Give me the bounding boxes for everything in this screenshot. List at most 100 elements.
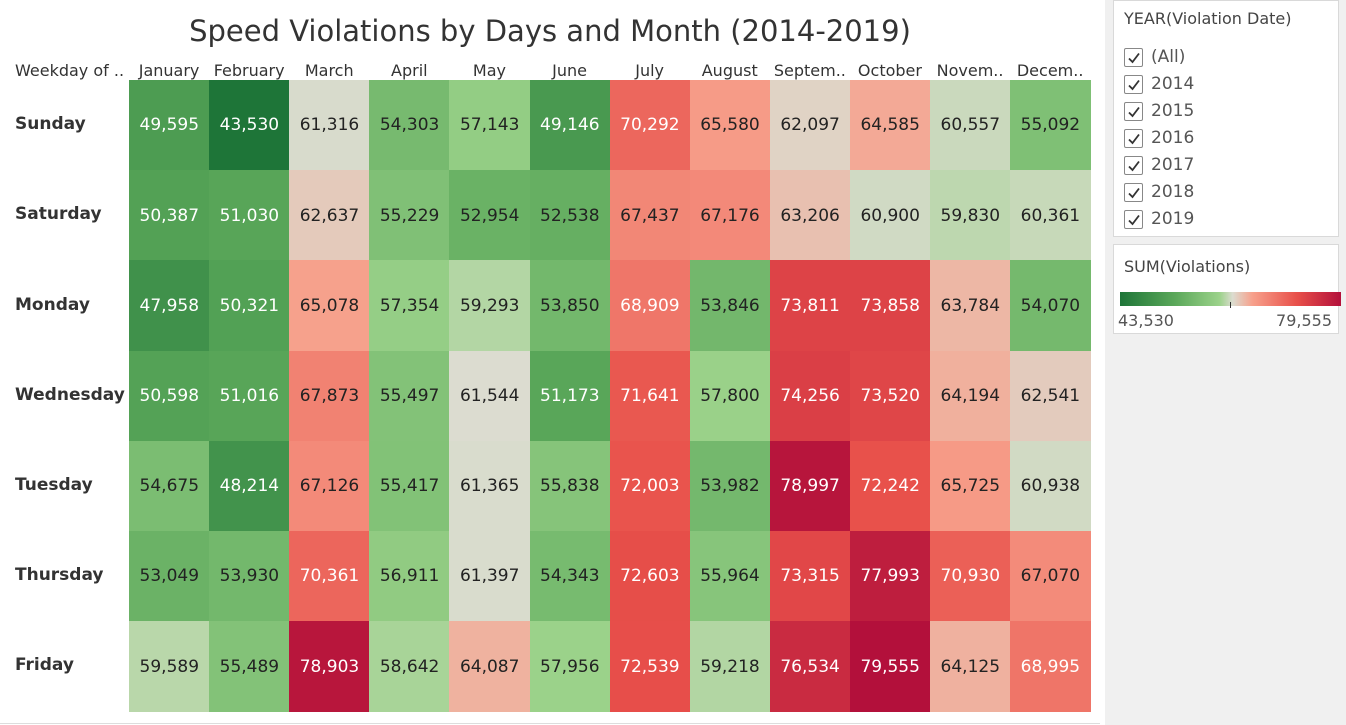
- heatmap-cell[interactable]: 50,321: [209, 260, 290, 352]
- heatmap-cell[interactable]: 47,958: [129, 260, 210, 352]
- heatmap-cell[interactable]: 53,049: [129, 531, 210, 622]
- heatmap-cell[interactable]: 49,595: [129, 80, 210, 171]
- heatmap-cell[interactable]: 54,070: [1010, 260, 1091, 352]
- heatmap-cell[interactable]: 78,997: [769, 440, 851, 532]
- heatmap-cell[interactable]: 65,725: [930, 440, 1011, 532]
- heatmap-cell[interactable]: 54,343: [529, 531, 611, 622]
- heatmap-cell[interactable]: 60,361: [1010, 170, 1091, 261]
- heatmap-cell[interactable]: 55,489: [209, 621, 290, 712]
- heatmap-cell[interactable]: 57,800: [689, 350, 771, 442]
- heatmap-cell[interactable]: 67,126: [289, 440, 370, 532]
- heatmap-cell[interactable]: 53,846: [689, 260, 771, 352]
- filter-item[interactable]: 2015: [1124, 100, 1194, 122]
- heatmap-cell[interactable]: 57,956: [529, 621, 611, 712]
- heatmap-cell[interactable]: 61,365: [449, 440, 530, 532]
- heatmap-cell[interactable]: 73,315: [769, 531, 851, 622]
- heatmap-cell[interactable]: 51,016: [209, 350, 290, 442]
- heatmap-cell[interactable]: 57,143: [449, 80, 530, 171]
- checkbox-icon[interactable]: [1124, 155, 1143, 175]
- heatmap-cell[interactable]: 72,603: [609, 531, 691, 622]
- heatmap-cell[interactable]: 70,361: [289, 531, 370, 622]
- heatmap-cell[interactable]: 60,557: [930, 80, 1011, 171]
- checkbox-icon[interactable]: [1124, 101, 1143, 121]
- heatmap-cell[interactable]: 54,675: [129, 440, 210, 532]
- checkbox-icon[interactable]: [1124, 47, 1143, 67]
- heatmap-cell[interactable]: 55,417: [369, 440, 450, 532]
- heatmap-cell[interactable]: 50,387: [129, 170, 210, 261]
- heatmap-cell[interactable]: 73,520: [849, 350, 931, 442]
- checkbox-icon[interactable]: [1124, 74, 1143, 94]
- heatmap-cell[interactable]: 59,218: [689, 621, 771, 712]
- filter-item[interactable]: 2018: [1124, 181, 1194, 203]
- heatmap-cell[interactable]: 64,585: [849, 80, 931, 171]
- heatmap-cell[interactable]: 61,544: [449, 350, 530, 442]
- heatmap-cell[interactable]: 64,125: [930, 621, 1011, 712]
- heatmap-cell[interactable]: 50,598: [129, 350, 210, 442]
- heatmap-cell[interactable]: 52,538: [529, 170, 611, 261]
- heatmap-cell[interactable]: 76,534: [769, 621, 851, 712]
- heatmap-cell[interactable]: 51,030: [209, 170, 290, 261]
- heatmap-cell[interactable]: 68,995: [1010, 621, 1091, 712]
- heatmap-cell[interactable]: 65,078: [289, 260, 370, 352]
- heatmap-cell[interactable]: 78,903: [289, 621, 370, 712]
- checkbox-icon[interactable]: [1124, 128, 1143, 148]
- heatmap-cell[interactable]: 62,541: [1010, 350, 1091, 442]
- heatmap-cell[interactable]: 67,873: [289, 350, 370, 442]
- heatmap-cell[interactable]: 67,070: [1010, 531, 1091, 622]
- heatmap-area: Speed Violations by Days and Month (2014…: [0, 14, 1100, 724]
- heatmap-cell[interactable]: 72,242: [849, 440, 931, 532]
- heatmap-cell[interactable]: 74,256: [769, 350, 851, 442]
- heatmap-cell[interactable]: 73,858: [849, 260, 931, 352]
- heatmap-cell[interactable]: 55,964: [689, 531, 771, 622]
- heatmap-cell[interactable]: 59,589: [129, 621, 210, 712]
- heatmap-cell[interactable]: 70,930: [930, 531, 1011, 622]
- heatmap-cell[interactable]: 57,354: [369, 260, 450, 352]
- heatmap-cell[interactable]: 59,293: [449, 260, 530, 352]
- heatmap-cell[interactable]: 55,497: [369, 350, 450, 442]
- heatmap-cell[interactable]: 71,641: [609, 350, 691, 442]
- heatmap-cell[interactable]: 61,397: [449, 531, 530, 622]
- heatmap-cell[interactable]: 62,097: [769, 80, 851, 171]
- heatmap-cell[interactable]: 52,954: [449, 170, 530, 261]
- heatmap-cell[interactable]: 53,982: [689, 440, 771, 532]
- heatmap-cell[interactable]: 65,580: [689, 80, 771, 171]
- heatmap-cell[interactable]: 54,303: [369, 80, 450, 171]
- heatmap-cell[interactable]: 61,316: [289, 80, 370, 171]
- filter-item[interactable]: 2017: [1124, 154, 1194, 176]
- heatmap-cell[interactable]: 67,176: [689, 170, 771, 261]
- heatmap-cell[interactable]: 55,838: [529, 440, 611, 532]
- heatmap-cell[interactable]: 73,811: [769, 260, 851, 352]
- heatmap-cell[interactable]: 56,911: [369, 531, 450, 622]
- filter-item[interactable]: 2019: [1124, 208, 1194, 230]
- heatmap-cell[interactable]: 53,850: [529, 260, 611, 352]
- checkbox-icon[interactable]: [1124, 209, 1143, 229]
- heatmap-cell[interactable]: 64,087: [449, 621, 530, 712]
- heatmap-cell[interactable]: 72,539: [609, 621, 691, 712]
- heatmap-cell[interactable]: 51,173: [529, 350, 611, 442]
- filter-item[interactable]: 2014: [1124, 73, 1194, 95]
- heatmap-cell[interactable]: 53,930: [209, 531, 290, 622]
- heatmap-cell[interactable]: 55,092: [1010, 80, 1091, 171]
- filter-item[interactable]: 2016: [1124, 127, 1194, 149]
- heatmap-cell[interactable]: 77,993: [849, 531, 931, 622]
- heatmap-cell[interactable]: 72,003: [609, 440, 691, 532]
- filter-item-label: 2018: [1151, 182, 1195, 202]
- heatmap-cell[interactable]: 79,555: [849, 621, 931, 712]
- checkbox-icon[interactable]: [1124, 182, 1143, 202]
- heatmap-cell[interactable]: 63,784: [930, 260, 1011, 352]
- heatmap-cell[interactable]: 63,206: [769, 170, 851, 261]
- heatmap-cell[interactable]: 70,292: [609, 80, 691, 171]
- heatmap-cell[interactable]: 68,909: [609, 260, 691, 352]
- heatmap-cell[interactable]: 49,146: [529, 80, 611, 171]
- heatmap-cell[interactable]: 60,900: [849, 170, 931, 261]
- heatmap-cell[interactable]: 60,938: [1010, 440, 1091, 532]
- heatmap-cell[interactable]: 64,194: [930, 350, 1011, 442]
- heatmap-cell[interactable]: 59,830: [930, 170, 1011, 261]
- filter-item[interactable]: (All): [1124, 46, 1185, 68]
- heatmap-cell[interactable]: 58,642: [369, 621, 450, 712]
- heatmap-cell[interactable]: 48,214: [209, 440, 290, 532]
- heatmap-cell[interactable]: 43,530: [209, 80, 290, 171]
- heatmap-cell[interactable]: 55,229: [369, 170, 450, 261]
- heatmap-cell[interactable]: 62,637: [289, 170, 370, 261]
- heatmap-cell[interactable]: 67,437: [609, 170, 691, 261]
